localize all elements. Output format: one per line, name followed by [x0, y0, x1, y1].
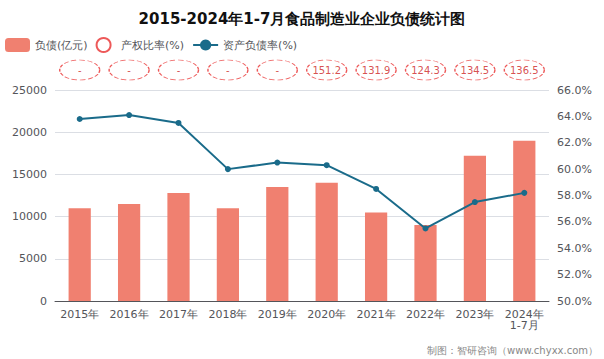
svg-text:产权比率(%): 产权比率(%) [121, 39, 184, 52]
svg-text:50.0%: 50.0% [557, 295, 592, 308]
svg-text:2024年: 2024年 [504, 308, 544, 321]
svg-text:负债(亿元): 负债(亿元) [35, 39, 88, 52]
svg-text:-: - [127, 65, 131, 76]
svg-text:56.0%: 56.0% [557, 215, 592, 228]
svg-text:15000: 15000 [12, 168, 47, 181]
svg-text:2021年: 2021年 [357, 308, 396, 321]
svg-text:5000: 5000 [19, 252, 47, 265]
svg-text:-: - [78, 65, 82, 76]
svg-text:2015年: 2015年 [60, 308, 99, 321]
svg-text:64.0%: 64.0% [557, 110, 592, 123]
svg-text:10000: 10000 [12, 210, 47, 223]
svg-text:2015-2024年1-7月食品制造业企业负债统计图: 2015-2024年1-7月食品制造业企业负债统计图 [139, 10, 466, 28]
svg-text:20000: 20000 [12, 126, 47, 139]
svg-text:136.5: 136.5 [510, 65, 539, 76]
svg-text:58.0%: 58.0% [557, 189, 592, 202]
svg-text:52.0%: 52.0% [557, 268, 592, 281]
svg-text:2018年: 2018年 [208, 308, 247, 321]
svg-text:151.2: 151.2 [312, 65, 341, 76]
svg-text:54.0%: 54.0% [557, 242, 592, 255]
svg-text:25000: 25000 [12, 84, 47, 97]
svg-text:131.9: 131.9 [362, 65, 391, 76]
svg-text:1-7月: 1-7月 [510, 319, 539, 332]
svg-text:2019年: 2019年 [258, 308, 297, 321]
svg-text:2017年: 2017年 [159, 308, 198, 321]
svg-text:资产负债率(%): 资产负债率(%) [223, 39, 297, 52]
svg-text:124.3: 124.3 [411, 65, 440, 76]
svg-text:134.5: 134.5 [461, 65, 490, 76]
svg-text:62.0%: 62.0% [557, 136, 592, 149]
svg-text:-: - [177, 65, 181, 76]
svg-text:0: 0 [40, 295, 47, 308]
svg-text:2022年: 2022年 [406, 308, 445, 321]
svg-text:-: - [226, 65, 230, 76]
svg-text:2020年: 2020年 [307, 308, 346, 321]
svg-text:2016年: 2016年 [110, 308, 149, 321]
svg-text:制图：智研咨询（www.chyxx.com）: 制图：智研咨询（www.chyxx.com） [427, 345, 598, 356]
svg-text:2023年: 2023年 [455, 308, 494, 321]
svg-text:-: - [275, 65, 279, 76]
svg-text:66.0%: 66.0% [557, 84, 592, 97]
svg-text:60.0%: 60.0% [557, 163, 592, 176]
